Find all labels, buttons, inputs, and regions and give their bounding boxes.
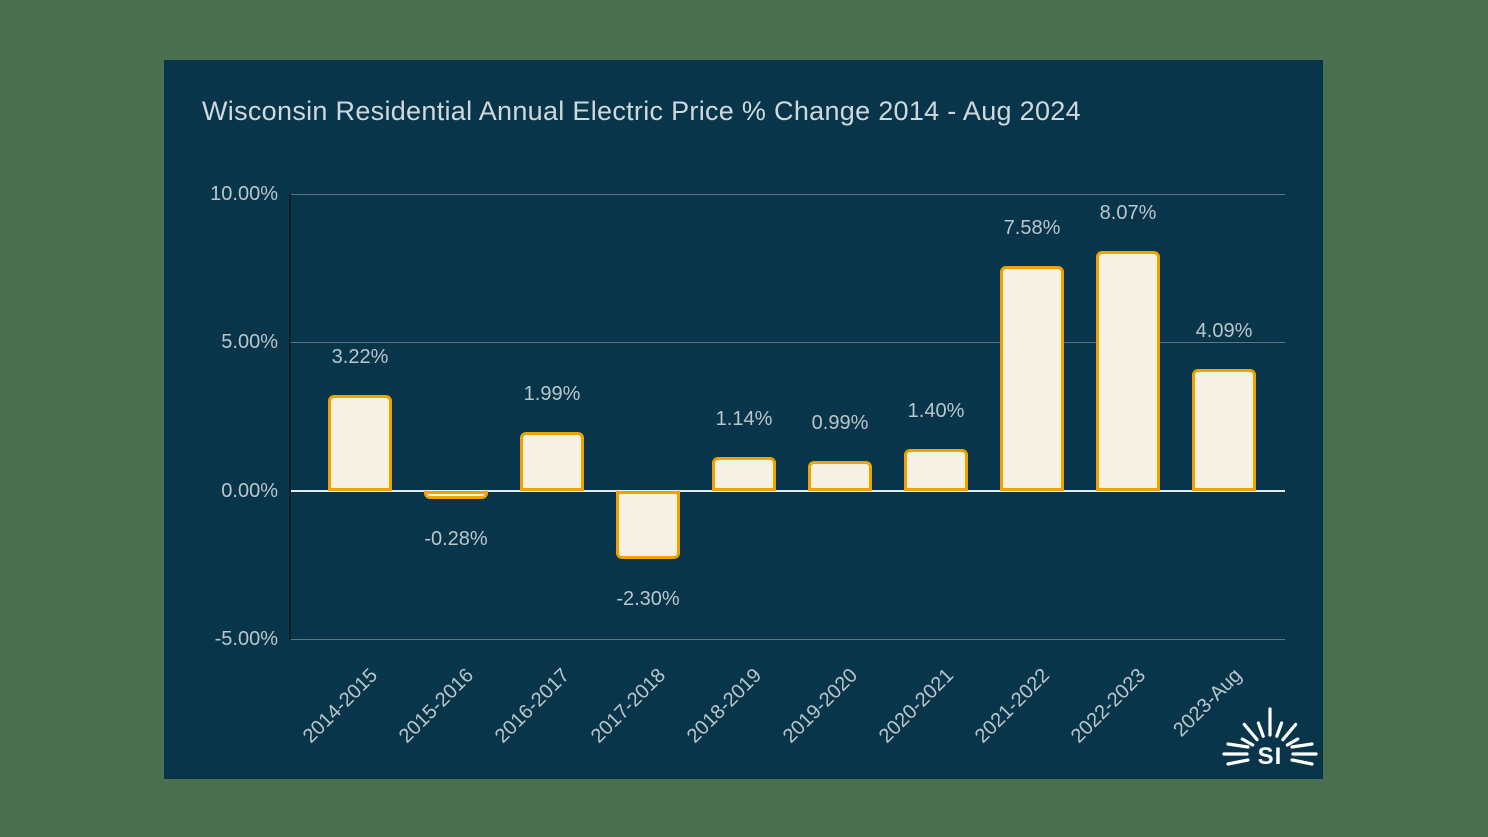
y-axis-line — [289, 194, 291, 640]
bar-value-label: 7.58% — [1003, 216, 1061, 239]
y-axis-tick-label: 0.00% — [221, 479, 278, 502]
bar-value-label: -2.30% — [616, 587, 680, 610]
y-axis-tick-label: -5.00% — [214, 628, 278, 650]
bar-2014-2015 — [328, 395, 392, 491]
bar-value-label: 1.14% — [715, 407, 773, 430]
bar-chart-plot-area: 10.00% 5.00% 0.00% -5.00% 3.22% 2014-2015 -0.2… — [210, 183, 1285, 748]
zero-gridline — [290, 489, 1285, 492]
sunburst-si-logo: SI — [1222, 696, 1318, 772]
bar-2016-2017 — [520, 431, 584, 491]
gridline — [290, 639, 1285, 640]
bar-2021-2022 — [1000, 265, 1064, 491]
bar-value-label: 8.07% — [1099, 202, 1157, 225]
y-axis-tick-label: 5.00% — [221, 331, 278, 354]
bar-2015-2016 — [424, 490, 488, 499]
x-axis-tick-label: 2014-2015 — [299, 664, 383, 748]
y-axis-tick-label: 10.00% — [210, 183, 278, 205]
x-axis-tick-label: 2019-2020 — [779, 664, 863, 748]
bar-2022-2023 — [1096, 251, 1160, 491]
x-axis-tick-label: 2020-2021 — [875, 664, 959, 748]
bar-value-label: 0.99% — [811, 412, 869, 435]
gridline — [290, 194, 1285, 195]
chart-panel: Wisconsin Residential Annual Electric Pr… — [164, 60, 1323, 779]
x-axis-tick-label: 2018-2019 — [683, 664, 767, 748]
bar-value-label: 1.40% — [907, 400, 965, 423]
x-axis-tick-label: 2021-2022 — [971, 664, 1055, 748]
bar-2020-2021 — [904, 449, 968, 491]
x-axis-tick-label: 2015-2016 — [395, 664, 479, 748]
bar-value-label: -0.28% — [424, 527, 488, 550]
bar-2023-Aug — [1192, 369, 1256, 491]
logo-text: SI — [1258, 743, 1283, 770]
sunburst-icon: SI — [1222, 707, 1318, 770]
x-axis-tick-label: 2017-2018 — [587, 664, 671, 748]
bar-2018-2019 — [712, 456, 776, 491]
bar-value-label: 1.99% — [523, 382, 581, 405]
bar-2019-2020 — [808, 461, 872, 491]
bar-value-label: 4.09% — [1195, 320, 1253, 343]
bar-value-label: 3.22% — [331, 346, 389, 369]
gridline — [290, 342, 1285, 344]
x-axis-tick-label: 2022-2023 — [1067, 664, 1151, 748]
bar-2017-2018 — [616, 490, 680, 559]
x-axis-tick-label: 2016-2017 — [491, 664, 575, 748]
chart-title: Wisconsin Residential Annual Electric Pr… — [202, 96, 1081, 126]
